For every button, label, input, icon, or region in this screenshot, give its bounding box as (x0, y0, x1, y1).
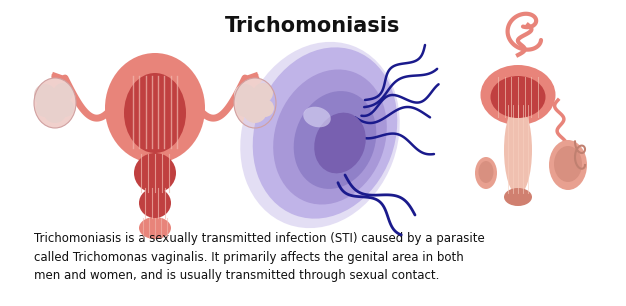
Text: Trichomoniasis: Trichomoniasis (225, 16, 401, 36)
Ellipse shape (139, 188, 171, 218)
Ellipse shape (53, 83, 73, 103)
Ellipse shape (234, 84, 256, 106)
Ellipse shape (34, 78, 76, 128)
Ellipse shape (256, 99, 274, 117)
Ellipse shape (303, 107, 331, 127)
Ellipse shape (56, 99, 74, 117)
Ellipse shape (240, 42, 400, 228)
Ellipse shape (105, 53, 205, 163)
Ellipse shape (273, 69, 387, 204)
Ellipse shape (504, 105, 532, 195)
Ellipse shape (549, 140, 587, 190)
Ellipse shape (234, 78, 276, 128)
Ellipse shape (34, 84, 56, 106)
Ellipse shape (243, 99, 267, 123)
Ellipse shape (314, 113, 366, 174)
Ellipse shape (36, 99, 54, 117)
Ellipse shape (43, 99, 67, 123)
Ellipse shape (478, 161, 493, 183)
Ellipse shape (134, 153, 176, 193)
Ellipse shape (504, 188, 532, 206)
Ellipse shape (491, 76, 545, 118)
Ellipse shape (236, 99, 254, 117)
Ellipse shape (124, 73, 186, 153)
Ellipse shape (554, 146, 582, 182)
Ellipse shape (481, 65, 555, 125)
Text: Trichomoniasis is a sexually transmitted infection (STI) caused by a parasite
ca: Trichomoniasis is a sexually transmitted… (34, 232, 485, 282)
Ellipse shape (253, 83, 273, 103)
Ellipse shape (475, 157, 497, 189)
Ellipse shape (294, 91, 376, 189)
Ellipse shape (253, 47, 398, 219)
Ellipse shape (139, 217, 171, 239)
